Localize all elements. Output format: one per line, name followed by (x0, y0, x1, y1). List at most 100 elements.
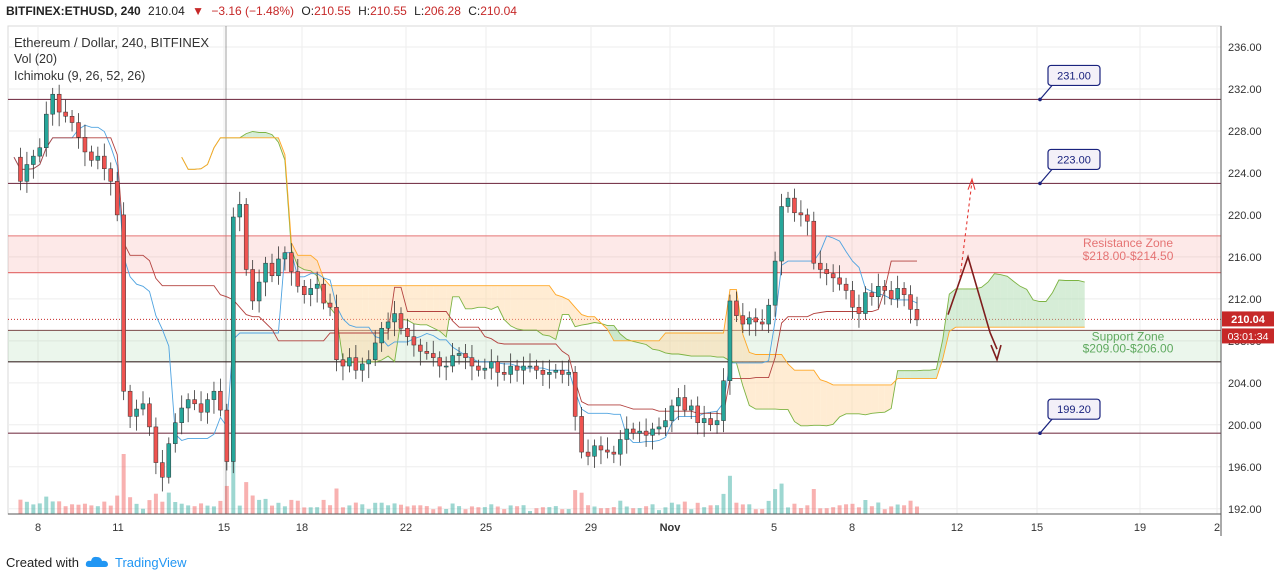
zone-name-label: Resistance Zone (1083, 236, 1173, 250)
x-tick-label: 15 (218, 522, 230, 534)
candle-body (824, 269, 829, 274)
cloud-segment (497, 285, 505, 320)
projection-path (947, 254, 991, 333)
tradingview-link[interactable]: TradingView (85, 555, 187, 570)
volume-bar (18, 499, 23, 514)
cloud-segment (575, 307, 582, 327)
candle-body (714, 420, 720, 426)
volume-bar (95, 506, 100, 514)
volume-bar (489, 504, 494, 514)
candle-body (482, 367, 488, 371)
close-value: 210.04 (480, 4, 517, 18)
volume-bar (695, 502, 700, 514)
cloud-segment (910, 370, 917, 379)
cloud-segment (510, 285, 518, 330)
volume-bar (192, 506, 197, 514)
candle-body (366, 359, 371, 365)
x-tick-label: 8 (849, 522, 855, 534)
volume-bar (179, 503, 184, 514)
volume-bar (824, 508, 829, 514)
cloud-segment (923, 370, 930, 379)
candle-body (385, 321, 391, 329)
candle-body (153, 426, 159, 463)
legend-volume[interactable]: Vol (20) (14, 52, 58, 66)
candle-body (469, 357, 475, 367)
volume-bar (773, 489, 778, 514)
cloud-segment (678, 332, 685, 356)
volume-bar (727, 475, 732, 514)
volume-bar (766, 500, 771, 514)
candle-body (740, 315, 746, 325)
candle-body (772, 260, 778, 306)
volume-bar (811, 489, 816, 514)
symbol-label[interactable]: BITFINEX:ETHUSD, 240 (6, 4, 141, 18)
volume-bar (340, 507, 345, 514)
candle-body (31, 155, 36, 165)
candle-body (656, 426, 662, 430)
volume-bar (637, 508, 642, 514)
level-anchor-dot (1038, 431, 1042, 435)
candle-body (237, 204, 242, 218)
candle-body (798, 212, 804, 216)
senkou-span-b (181, 137, 1085, 386)
price-chart[interactable]: 231.00 223.00 199.20 Resistance Zone$218.0… (0, 22, 1274, 548)
x-tick-label: 11 (112, 522, 123, 534)
level-label-box (1047, 148, 1101, 171)
volume-bar (805, 505, 810, 514)
cloud-segment (1020, 286, 1027, 328)
volume-bar (334, 488, 339, 514)
level-label-pointer (1039, 169, 1053, 184)
candle-body (121, 214, 126, 392)
candle-body (282, 252, 288, 260)
x-tick-label: 25 (480, 522, 492, 534)
cloud-segment (310, 255, 318, 277)
volume-bar (521, 505, 526, 514)
volume-bar (844, 504, 849, 514)
candle-body (302, 286, 307, 295)
volume-bar (392, 503, 397, 514)
y-tick-label: 212.00 (1228, 294, 1262, 306)
tradingview-brand[interactable]: TradingView (114, 554, 187, 570)
volume-bar (276, 502, 281, 514)
cloud-segment (742, 334, 750, 406)
candle-body (308, 288, 313, 295)
volume-bar (895, 504, 900, 514)
candle-body (734, 300, 739, 316)
candle-body (856, 307, 862, 314)
candle-body (521, 365, 526, 371)
volume-bar (644, 506, 649, 514)
candle-body (140, 403, 146, 410)
candle-body (676, 397, 681, 407)
candle-body (44, 113, 49, 148)
candle-body (805, 214, 810, 222)
volume-bar (650, 504, 655, 514)
candle-body (398, 313, 404, 329)
candle-body (114, 181, 120, 216)
legend-title[interactable]: Ethereum / Dollar, 240, BITFINEX (14, 35, 210, 50)
volume-bar (102, 501, 107, 514)
candle-body (689, 405, 694, 411)
cloud-segment (1046, 292, 1053, 328)
legend-ichimoku[interactable]: Ichimoku (9, 26, 52, 26) (14, 69, 146, 83)
candle-body (347, 357, 352, 367)
cloud-segment (871, 384, 879, 414)
y-tick-label: 228.00 (1228, 126, 1262, 138)
volume-bar (611, 507, 616, 514)
candle-body (424, 351, 430, 354)
cloud-segment (239, 133, 247, 138)
cloud-segment (355, 285, 363, 363)
volume-bar (44, 496, 49, 514)
chart-area[interactable]: 231.00 223.00 199.20 Resistance Zone $218.0… (0, 22, 1274, 548)
cloud-segment (581, 314, 589, 326)
candle-body (392, 313, 397, 323)
volume-bar (508, 505, 513, 514)
cloud-segment (536, 285, 543, 335)
volume-bar (237, 505, 242, 514)
volume-bar (618, 500, 623, 514)
candle-body (192, 399, 197, 405)
cloud-segment (929, 369, 937, 379)
candle-body (611, 451, 617, 455)
cloud-segment (465, 285, 472, 309)
candle-body (882, 286, 887, 291)
low-label: L: (414, 4, 425, 18)
